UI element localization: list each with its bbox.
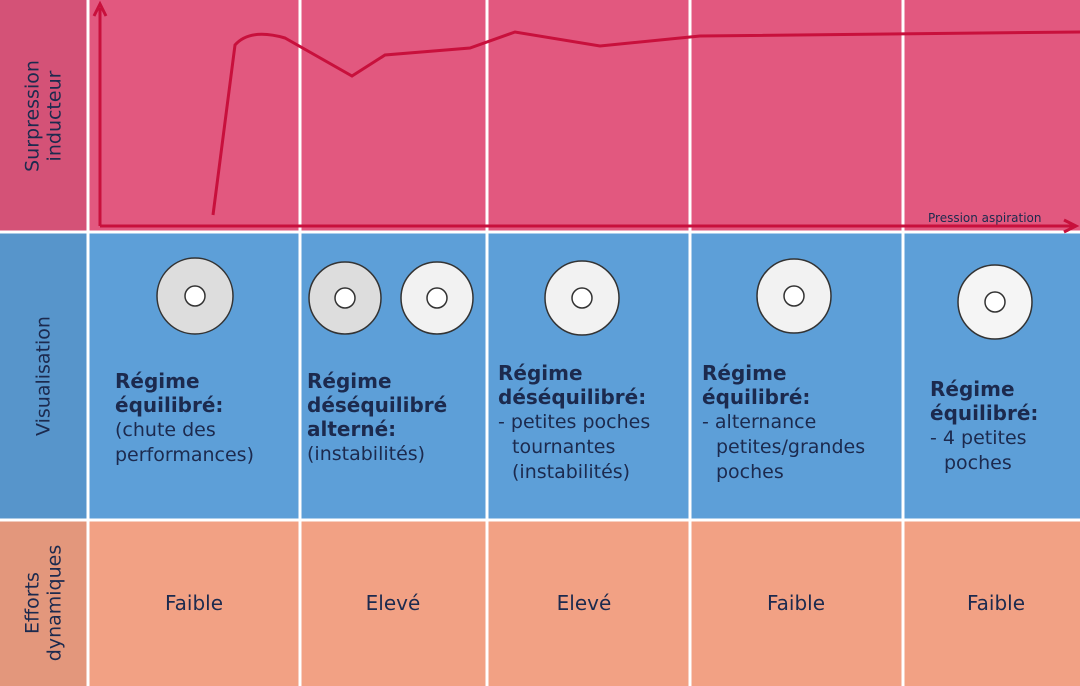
efforts-value: Elevé <box>366 591 421 615</box>
x-axis-label: Pression aspiration <box>928 211 1042 225</box>
column-description: (chute des <box>115 419 216 441</box>
column-description: poches <box>944 452 1012 474</box>
row-label: inducteur <box>44 70 66 161</box>
efforts-value: Faible <box>967 591 1025 615</box>
efforts-value: Faible <box>767 591 825 615</box>
row-label: Efforts <box>22 572 44 634</box>
column-description: (instabilités) <box>307 443 425 465</box>
label-column <box>0 0 88 686</box>
column-description: - alternance <box>702 411 816 433</box>
column-title: alterné: <box>307 417 396 441</box>
column-title: équilibré: <box>115 393 223 417</box>
top-band <box>0 0 1080 232</box>
column-description: (instabilités) <box>512 461 630 483</box>
curve-axes <box>92 0 1080 234</box>
column-title: Régime <box>498 361 583 385</box>
impellers <box>156 257 1033 340</box>
column-description: performances) <box>115 444 254 466</box>
column-title: déséquilibré <box>307 393 447 417</box>
row-label: Visualisation <box>33 316 55 436</box>
row-label: Surpression <box>22 60 44 172</box>
column-description: tournantes <box>512 436 615 458</box>
column-description: poches <box>716 461 784 483</box>
column-title: Régime <box>930 377 1015 401</box>
column-description: petites/grandes <box>716 436 865 458</box>
column-description: - petites poches <box>498 411 650 433</box>
column-title: équilibré: <box>930 401 1038 425</box>
efforts-value: Faible <box>165 591 223 615</box>
column-title: déséquilibré: <box>498 385 646 409</box>
curve <box>211 30 1080 216</box>
column-title: équilibré: <box>702 385 810 409</box>
bottom-band <box>0 520 1080 686</box>
column-title: Régime <box>307 369 392 393</box>
row-label: dynamiques <box>44 545 66 661</box>
efforts-value: Elevé <box>557 591 612 615</box>
column-description: - 4 petites <box>930 427 1027 449</box>
column-title: Régime <box>115 369 200 393</box>
column-title: Régime <box>702 361 787 385</box>
